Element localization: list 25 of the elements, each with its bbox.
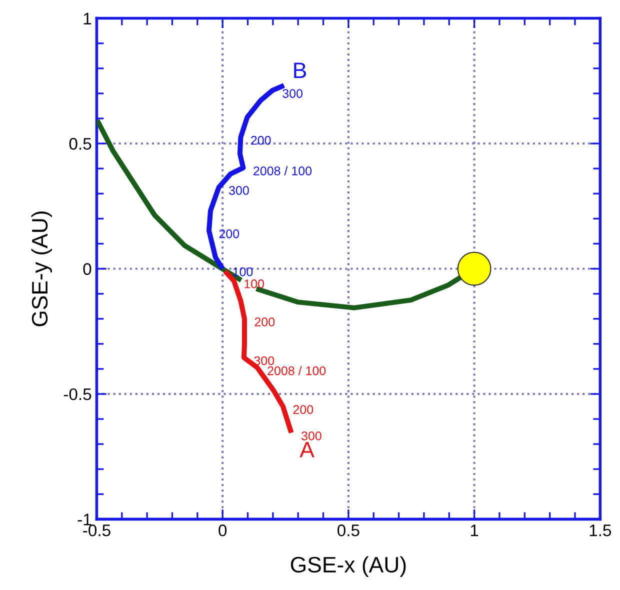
- x-tick-label: 0.5: [338, 524, 360, 536]
- annotation: 300: [254, 356, 274, 366]
- annotation: 200: [251, 136, 271, 145]
- annotation: 2008 / 100: [254, 166, 312, 176]
- annotation: 2008 / 100: [268, 366, 326, 376]
- y-tick-label: -1: [78, 514, 92, 526]
- x-tick-label: 0: [218, 524, 227, 536]
- y-tick-label: 1: [84, 12, 92, 24]
- y-tick-label: 0.5: [69, 138, 92, 150]
- y-axis-title: GSE-y (AU): [31, 211, 52, 326]
- annotation: 200: [219, 229, 240, 238]
- x-tick-label: 1: [470, 524, 478, 536]
- series-label: B: [294, 62, 306, 78]
- annotation: 100: [244, 279, 264, 288]
- y-tick-label: 0: [83, 263, 92, 275]
- annotation: 200: [254, 318, 275, 326]
- x-tick-label: 1.5: [590, 524, 612, 536]
- annotation: 300: [302, 431, 322, 440]
- annotation: 200: [293, 405, 314, 414]
- annotation: 100: [233, 267, 253, 276]
- y-tick-label: -0.5: [64, 388, 92, 400]
- x-axis-title: GSE-x (AU): [290, 556, 406, 577]
- annotation: 300: [282, 89, 303, 98]
- annotation: 300: [229, 186, 249, 195]
- series-label: A: [300, 442, 314, 458]
